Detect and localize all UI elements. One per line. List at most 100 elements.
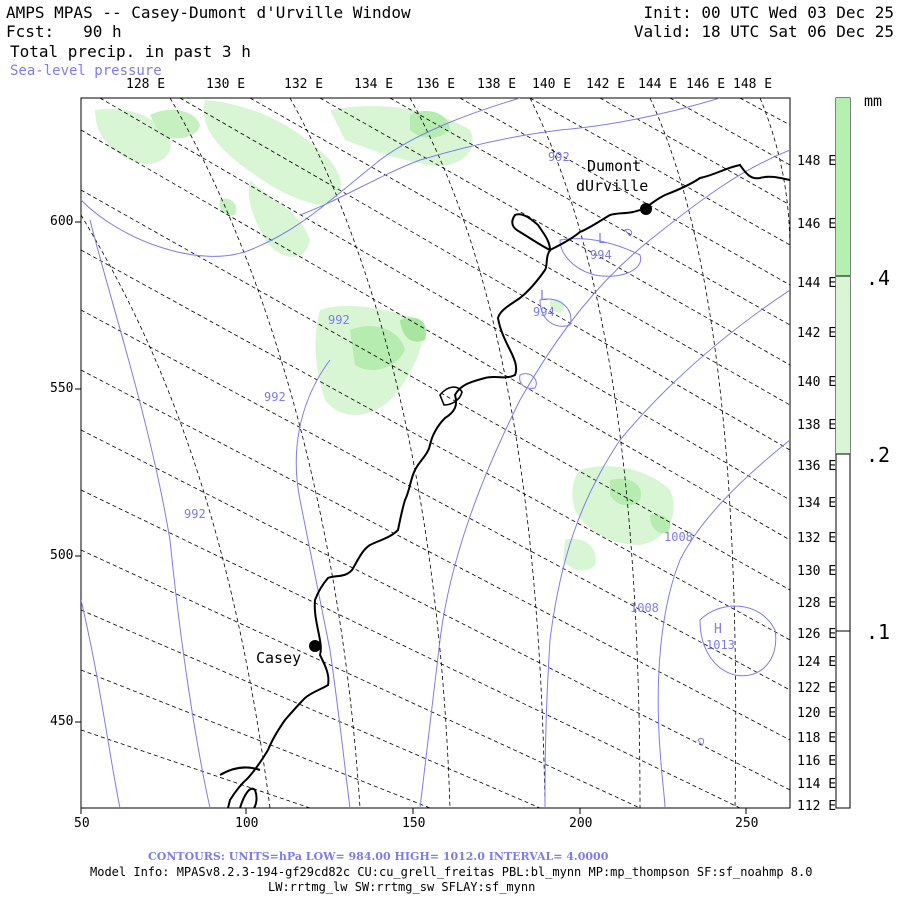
axis-ticks	[75, 221, 747, 814]
precip-patch	[650, 514, 671, 534]
physics-info: LW:rrtmg_lw SW:rrtmg_sw SFLAY:sf_mynn	[268, 880, 536, 894]
colorbar-swatch-high	[836, 98, 850, 276]
station-dot-dumont	[640, 203, 652, 215]
precip-patch	[410, 110, 450, 138]
y-tick-label: 550	[50, 381, 74, 396]
top-lon-label: 132 E	[284, 77, 324, 92]
grid-line	[81, 214, 271, 808]
top-lon-label: 146 E	[686, 77, 726, 92]
precip-patch	[219, 198, 237, 216]
contour-line	[657, 439, 790, 808]
grid-line	[81, 369, 790, 741]
right-lat-label: 120 E	[797, 706, 837, 721]
pressure-contours	[81, 98, 790, 808]
y-tick-label: 600	[50, 214, 74, 229]
top-lon-label: 136 E	[416, 77, 456, 92]
grid-line	[319, 98, 790, 366]
grid-line	[81, 249, 790, 641]
contour-line	[299, 98, 721, 216]
contour-line	[544, 289, 790, 808]
grid-line	[409, 98, 546, 808]
contour-line	[519, 373, 537, 389]
precip-field	[95, 100, 674, 571]
grid-line	[529, 98, 641, 808]
init-time: Init: 00 UTC Wed 03 Dec 25	[643, 3, 894, 22]
x-tick-label: 50	[74, 816, 90, 831]
grid-line	[81, 189, 790, 591]
low-center-mark: L	[598, 232, 606, 247]
right-lat-label: 126 E	[797, 627, 837, 642]
pressure-label: 992	[264, 390, 286, 404]
pressure-label: 992	[184, 507, 206, 521]
contour-line	[539, 298, 572, 327]
right-lat-label: 146 E	[797, 217, 837, 232]
grid-line	[599, 98, 790, 206]
contour-line	[295, 359, 351, 808]
right-lat-label: 122 E	[797, 681, 837, 696]
pressure-label: 1013	[706, 638, 735, 652]
valid-time: Valid: 18 UTC Sat 06 Dec 25	[633, 22, 894, 41]
pressure-label: 1008	[630, 601, 659, 615]
pressure-label: 994	[590, 248, 612, 262]
field-name: Total precip. in past 3 h	[10, 42, 251, 61]
grid-line	[81, 309, 790, 691]
precip-patch	[572, 466, 674, 545]
grid-line	[459, 98, 790, 286]
station-dot-casey	[309, 640, 321, 652]
colorbar-swatch-mid	[836, 276, 850, 454]
low-center-mark: L	[540, 289, 548, 304]
overlay-name: Sea-level pressure	[10, 63, 162, 79]
right-lat-label: 124 E	[797, 655, 837, 670]
colorbar	[835, 97, 851, 809]
top-lon-label: 140 E	[532, 77, 572, 92]
graticule	[81, 98, 790, 808]
precip-patch	[203, 100, 341, 205]
coastline-inlet	[439, 386, 463, 406]
grid-line	[81, 489, 741, 808]
right-lat-label: 144 E	[797, 276, 837, 291]
pressure-label: 992	[548, 150, 570, 164]
coastline-inlet	[239, 787, 258, 808]
grid-line	[169, 98, 361, 808]
grid-line	[759, 98, 790, 261]
right-lat-label: 114 E	[797, 777, 837, 792]
pressure-label: 994	[533, 305, 555, 319]
colorbar-label: .2	[866, 443, 891, 467]
contour-line	[419, 149, 790, 808]
grid-line	[669, 98, 790, 166]
forecast-hour: Fcst: 90 h	[6, 23, 122, 41]
station-label-dumont-line1: Dumont	[587, 157, 642, 175]
fcst-value: 90 h	[83, 22, 122, 41]
precip-patch	[95, 108, 171, 164]
contour-line	[699, 605, 777, 677]
right-lat-label: 130 E	[797, 564, 837, 579]
pressure-label: 1008	[664, 530, 693, 544]
top-lon-label: 128 E	[126, 77, 166, 92]
station-label-dumont-line2: dUrville	[576, 177, 649, 195]
contour-line	[81, 599, 121, 808]
fcst-label: Fcst:	[6, 22, 55, 41]
grid-line	[81, 609, 541, 808]
contour-line	[624, 229, 633, 237]
precip-patch	[350, 326, 405, 370]
right-lat-label: 136 E	[797, 459, 837, 474]
right-lat-label: 116 E	[797, 754, 837, 769]
coastline-inlet	[511, 213, 552, 252]
grid-line	[249, 98, 790, 406]
grid-line	[99, 98, 790, 501]
precip-patch	[400, 317, 427, 342]
model-info: Model Info: MPASv8.2.3-194-gf29cd82c CU:…	[90, 865, 813, 879]
contour-line	[559, 238, 642, 277]
right-lat-label: 138 E	[797, 418, 837, 433]
grid-line	[529, 98, 790, 246]
contour-line	[81, 98, 521, 257]
y-tick-label: 500	[50, 548, 74, 563]
x-tick-label: 100	[235, 816, 259, 831]
colorbar-unit: mm	[864, 92, 883, 110]
grid-line	[179, 98, 790, 451]
map-frame	[80, 97, 791, 809]
map-title: AMPS MPAS -- Casey-Dumont d'Urville Wind…	[6, 3, 411, 22]
station-label-casey: Casey	[256, 649, 302, 667]
right-lat-label: 148 E	[797, 154, 837, 169]
x-tick-label: 150	[402, 816, 426, 831]
